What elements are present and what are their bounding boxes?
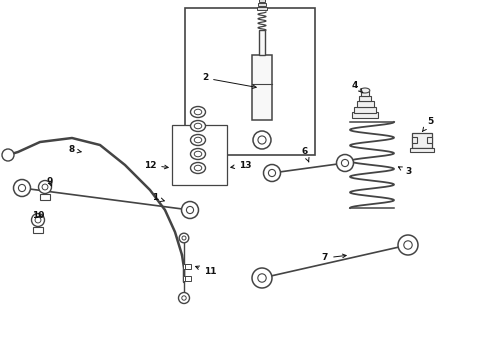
Bar	[258, 3, 266, 6]
Ellipse shape	[194, 151, 202, 157]
Circle shape	[35, 217, 41, 223]
Circle shape	[342, 159, 348, 167]
Text: 2: 2	[202, 73, 256, 89]
Bar	[361, 90, 369, 96]
Text: 3: 3	[398, 167, 411, 176]
Bar	[410, 148, 434, 153]
Ellipse shape	[194, 165, 202, 171]
Bar	[183, 275, 189, 280]
Bar	[257, 7, 267, 10]
Bar	[40, 194, 50, 199]
Circle shape	[181, 202, 198, 219]
Text: 1: 1	[152, 194, 164, 202]
Text: 7: 7	[322, 253, 346, 262]
Circle shape	[252, 268, 272, 288]
Circle shape	[258, 274, 266, 282]
Ellipse shape	[191, 121, 205, 131]
Bar	[259, 0, 265, 2]
Bar	[185, 8, 315, 155]
Text: 5: 5	[422, 117, 433, 131]
Text: 11: 11	[196, 266, 216, 276]
Text: 13: 13	[231, 161, 251, 170]
Text: 4: 4	[352, 81, 363, 93]
Bar	[357, 102, 373, 107]
Text: 12: 12	[144, 161, 168, 170]
Ellipse shape	[194, 123, 202, 129]
Circle shape	[42, 184, 48, 190]
Circle shape	[398, 235, 418, 255]
Text: 8: 8	[69, 145, 81, 154]
Bar	[412, 137, 417, 143]
Ellipse shape	[191, 107, 205, 117]
Circle shape	[14, 180, 30, 197]
Circle shape	[258, 136, 266, 144]
Circle shape	[269, 170, 275, 176]
Bar	[33, 226, 43, 233]
Circle shape	[264, 165, 280, 181]
Bar	[359, 96, 371, 102]
Text: 10: 10	[32, 211, 44, 220]
Ellipse shape	[194, 109, 202, 115]
Ellipse shape	[191, 148, 205, 159]
Ellipse shape	[360, 88, 370, 93]
Ellipse shape	[191, 135, 205, 145]
Circle shape	[39, 180, 51, 194]
Circle shape	[2, 149, 14, 161]
Bar	[259, 30, 265, 55]
Circle shape	[182, 296, 186, 300]
Circle shape	[186, 206, 194, 213]
Bar	[352, 112, 378, 118]
Ellipse shape	[194, 137, 202, 143]
Circle shape	[182, 236, 186, 240]
Circle shape	[31, 213, 45, 226]
Circle shape	[19, 184, 25, 192]
Bar	[252, 55, 272, 120]
Circle shape	[337, 154, 353, 171]
Bar	[412, 132, 432, 148]
Bar	[185, 275, 191, 280]
Bar	[185, 264, 191, 269]
Bar	[354, 107, 376, 112]
Circle shape	[404, 241, 412, 249]
Bar	[172, 125, 227, 185]
Bar	[183, 264, 189, 269]
Text: 9: 9	[47, 177, 53, 186]
Circle shape	[253, 131, 271, 149]
Bar	[427, 137, 432, 143]
Ellipse shape	[191, 162, 205, 174]
Text: 6: 6	[302, 148, 309, 162]
Circle shape	[178, 292, 190, 303]
Circle shape	[179, 233, 189, 243]
